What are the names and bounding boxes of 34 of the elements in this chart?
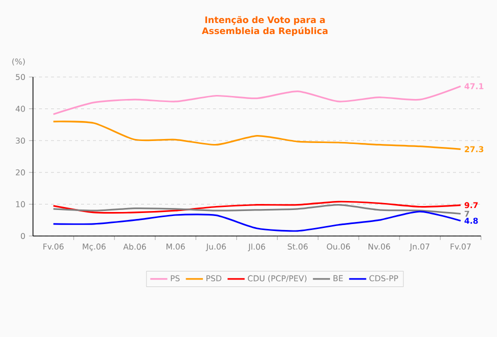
line-series [52,200,462,214]
y-tick-label: 0 [20,232,25,240]
legend-label: PS [170,275,180,282]
y-tick-label: 20 [16,169,25,176]
x-tick-label: Ab.06 [123,244,146,250]
x-tick-label: M.06 [166,244,185,250]
x-tick-label: Ju.06 [206,244,226,252]
data-label: 9.7 [464,202,478,208]
y-axis-title: (%) [12,58,25,66]
line-series [52,210,462,232]
y-tick-label: 30 [16,138,25,144]
line-series [52,120,462,150]
legend-label: BE [334,275,343,282]
x-tick-label: Mç.06 [82,244,106,252]
x-tick-label: Ou.06 [326,244,350,250]
line-series [52,204,462,215]
legend-label: CDU (PCP/PEV) [248,275,306,282]
data-label: 47.1 [464,83,484,90]
y-tick-label: 50 [16,74,25,80]
x-tick-label: Nv.06 [368,244,390,250]
data-label: 7 [464,210,470,217]
legend-label: PSD [206,275,222,282]
data-label: 4.8 [464,218,478,224]
x-tick-label: Fv.07 [450,244,471,250]
x-tick-label: Jn.07 [409,244,430,252]
y-tick-label: 40 [16,106,25,112]
y-tick-label: 10 [16,201,25,208]
line-series [52,85,462,116]
data-label: 27.3 [464,146,484,152]
x-tick-label: Fv.06 [43,244,64,250]
x-tick-label: St.06 [288,244,308,250]
chart-title: Intenção de Voto para a Assembleia da República [202,16,328,36]
legend-label: CDS-PP [369,275,398,282]
x-tick-label: Jl.06 [248,244,266,252]
